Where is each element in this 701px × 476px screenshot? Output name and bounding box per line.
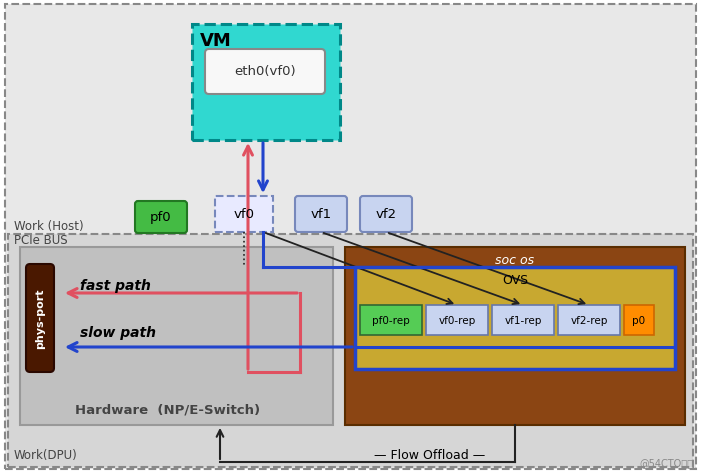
Bar [20,248,333,425]
Text: vf2: vf2 [376,208,397,221]
Bar [345,248,685,425]
Text: eth0(vf0): eth0(vf0) [234,65,296,79]
Text: vf1: vf1 [311,208,332,221]
Text: VM: VM [200,32,232,50]
Bar [215,197,273,232]
FancyBboxPatch shape [295,197,347,232]
Text: PCIe BUS: PCIe BUS [14,234,67,247]
Text: p0: p0 [632,315,646,325]
Text: phys-port: phys-port [35,288,45,348]
Bar [192,25,340,141]
Text: pf0-rep: pf0-rep [372,315,410,325]
Text: Work(DPU): Work(DPU) [14,448,78,461]
Bar [624,306,654,335]
Text: — Flow Offload —: — Flow Offload — [374,448,486,461]
Bar [360,306,422,335]
Text: vf0: vf0 [233,208,254,221]
Text: pf0: pf0 [150,211,172,224]
Text: vf2-rep: vf2-rep [571,315,608,325]
Text: Work (Host): Work (Host) [14,219,83,232]
FancyBboxPatch shape [135,201,187,234]
Bar [492,306,554,335]
Text: vf1-rep: vf1-rep [504,315,542,325]
Text: OVS: OVS [502,273,528,286]
Bar [426,306,488,335]
Bar [8,235,693,467]
FancyBboxPatch shape [26,265,54,372]
Bar [558,306,620,335]
Bar [355,268,675,369]
FancyBboxPatch shape [205,50,325,95]
Text: @54CTO博主: @54CTO博主 [639,457,693,467]
FancyBboxPatch shape [360,197,412,232]
Text: soc os: soc os [496,253,535,266]
Text: vf0-rep: vf0-rep [438,315,475,325]
Text: fast path: fast path [80,278,151,292]
Text: slow path: slow path [80,325,156,339]
Text: Hardware  (NP/E-Switch): Hardware (NP/E-Switch) [75,403,260,416]
